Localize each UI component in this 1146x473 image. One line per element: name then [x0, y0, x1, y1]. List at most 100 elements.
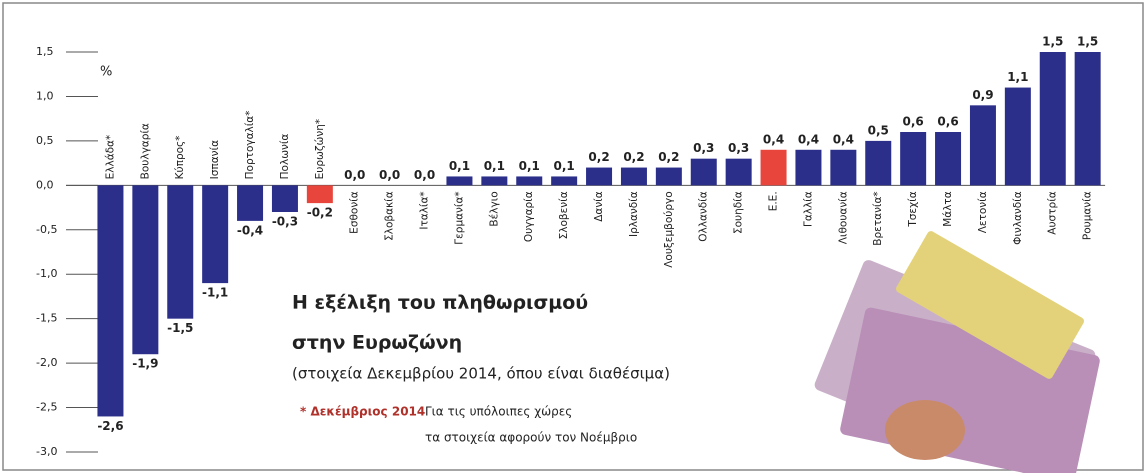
- x-tick-label: Βέλγιο: [488, 191, 500, 226]
- value-label: 0,6: [903, 115, 924, 129]
- x-tick-label: Κύπρος*: [174, 136, 186, 180]
- y-tick-label: -0,5: [36, 223, 57, 236]
- x-tick-label: Ρουμανία: [1082, 191, 1094, 240]
- value-label: 0,2: [623, 150, 644, 164]
- value-label: 1,1: [1007, 70, 1028, 84]
- value-label: 1,5: [1042, 35, 1063, 49]
- y-tick-label: -1,5: [36, 312, 57, 325]
- x-tick-label: Γερμανία*: [453, 191, 465, 244]
- x-tick-label: Γαλλία: [802, 191, 814, 227]
- bar: [271, 185, 298, 212]
- value-label: 0,2: [658, 150, 679, 164]
- x-tick-label: Ολλανδία: [698, 191, 710, 241]
- x-tick-label: Λιθουανία: [837, 191, 849, 244]
- bar: [97, 185, 124, 417]
- value-label: 0,0: [344, 168, 365, 182]
- bar: [900, 132, 927, 186]
- value-label: -1,5: [167, 321, 193, 335]
- x-tick-label: Πορτογαλία*: [244, 111, 256, 180]
- x-tick-label: Σλοβενία: [558, 191, 570, 239]
- chart-title-line2: στην Ευρωζώνη: [292, 332, 462, 354]
- x-tick-label: Δανία: [593, 191, 605, 222]
- value-label: 0,1: [519, 159, 540, 173]
- bar: [481, 176, 508, 186]
- y-tick-label: -3,0: [36, 445, 57, 458]
- y-tick-label: -1,0: [36, 267, 57, 280]
- value-label: 0,1: [449, 159, 470, 173]
- x-tick-label: Ιταλία*: [419, 191, 431, 229]
- y-tick-label: -2,5: [36, 401, 57, 414]
- value-label: -1,1: [202, 286, 228, 300]
- value-label: 0,3: [693, 141, 714, 155]
- value-label: 0,3: [728, 141, 749, 155]
- x-tick-label: Ιρλανδία: [628, 191, 640, 237]
- value-label: 0,1: [554, 159, 575, 173]
- x-tick-label: Ε.Ε.: [768, 191, 780, 211]
- x-tick-label: Πολωνία: [279, 134, 291, 180]
- value-label: -0,2: [307, 206, 333, 220]
- note: Για τις υπόλοιπες χώρες: [425, 405, 572, 419]
- bar: [1004, 87, 1031, 186]
- x-tick-label: Βουλγαρία: [139, 123, 151, 179]
- bar: [725, 158, 752, 186]
- bar: [202, 185, 229, 284]
- note: τα στοιχεία αφορούν τον Νοέμβριο: [425, 431, 637, 445]
- value-label: 0,6: [937, 115, 958, 129]
- x-tick-label: Βρετανία*: [872, 191, 884, 245]
- chart-title: Η εξέλιξη του πληθωρισμού: [292, 292, 588, 314]
- bar: [690, 158, 717, 186]
- x-tick-label: Σουηδία: [733, 191, 745, 234]
- value-label: 0,0: [379, 168, 400, 182]
- x-tick-label: Ελλάδα*: [104, 135, 116, 180]
- note-bold: * Δεκέμβριος 2014: [300, 405, 425, 419]
- y-tick-label: 1,0: [36, 89, 54, 102]
- value-label: 0,2: [588, 150, 609, 164]
- value-label: -0,3: [272, 215, 298, 229]
- value-label: -0,4: [237, 223, 263, 237]
- value-label: 0,9: [972, 88, 993, 102]
- bar: [1074, 52, 1101, 186]
- value-label: 0,4: [763, 132, 784, 146]
- x-tick-label: Μάλτα: [942, 191, 954, 227]
- x-tick-label: Ουγγαρία: [523, 191, 535, 242]
- bar: [760, 149, 787, 186]
- bar: [306, 185, 333, 204]
- y-tick-label: 1,5: [36, 45, 54, 58]
- x-tick-label: Ευρωζώνη*: [314, 119, 326, 179]
- x-tick-label: Ισπανία: [209, 140, 221, 179]
- bar: [586, 167, 613, 186]
- x-tick-label: Εσθονία: [349, 191, 361, 234]
- value-label: -2,6: [97, 419, 123, 433]
- bar: [655, 167, 682, 186]
- bar: [167, 185, 194, 319]
- value-label: 1,5: [1077, 35, 1098, 49]
- unit-label: %: [100, 65, 112, 80]
- value-label: 0,5: [868, 123, 889, 137]
- x-tick-label: Φινλανδία: [1012, 191, 1024, 245]
- bar: [830, 149, 857, 186]
- bar: [446, 176, 473, 186]
- x-tick-label: Σλοβακία: [384, 191, 396, 241]
- y-tick-label: -2,0: [36, 356, 57, 369]
- value-label: 0,4: [833, 132, 854, 146]
- bar: [620, 167, 647, 186]
- value-label: 0,0: [414, 168, 435, 182]
- value-label: 0,4: [798, 132, 819, 146]
- x-tick-label: Λουξεμβούργο: [663, 191, 675, 267]
- bar: [132, 185, 159, 355]
- y-tick-label: 0,0: [36, 178, 54, 191]
- x-tick-label: Αυστρία: [1047, 191, 1059, 234]
- bar: [865, 140, 892, 186]
- y-tick-label: 0,5: [36, 134, 54, 147]
- x-tick-label: Τσεχία: [907, 191, 919, 227]
- bar: [969, 105, 996, 186]
- bar: [935, 132, 962, 186]
- bar: [1039, 52, 1066, 186]
- value-label: -1,9: [132, 357, 158, 371]
- bar: [795, 149, 822, 186]
- bar: [551, 176, 578, 186]
- value-label: 0,1: [484, 159, 505, 173]
- bar: [516, 176, 543, 186]
- subtitle: (στοιχεία Δεκεμβρίου 2014, όπου είναι δι…: [292, 365, 670, 383]
